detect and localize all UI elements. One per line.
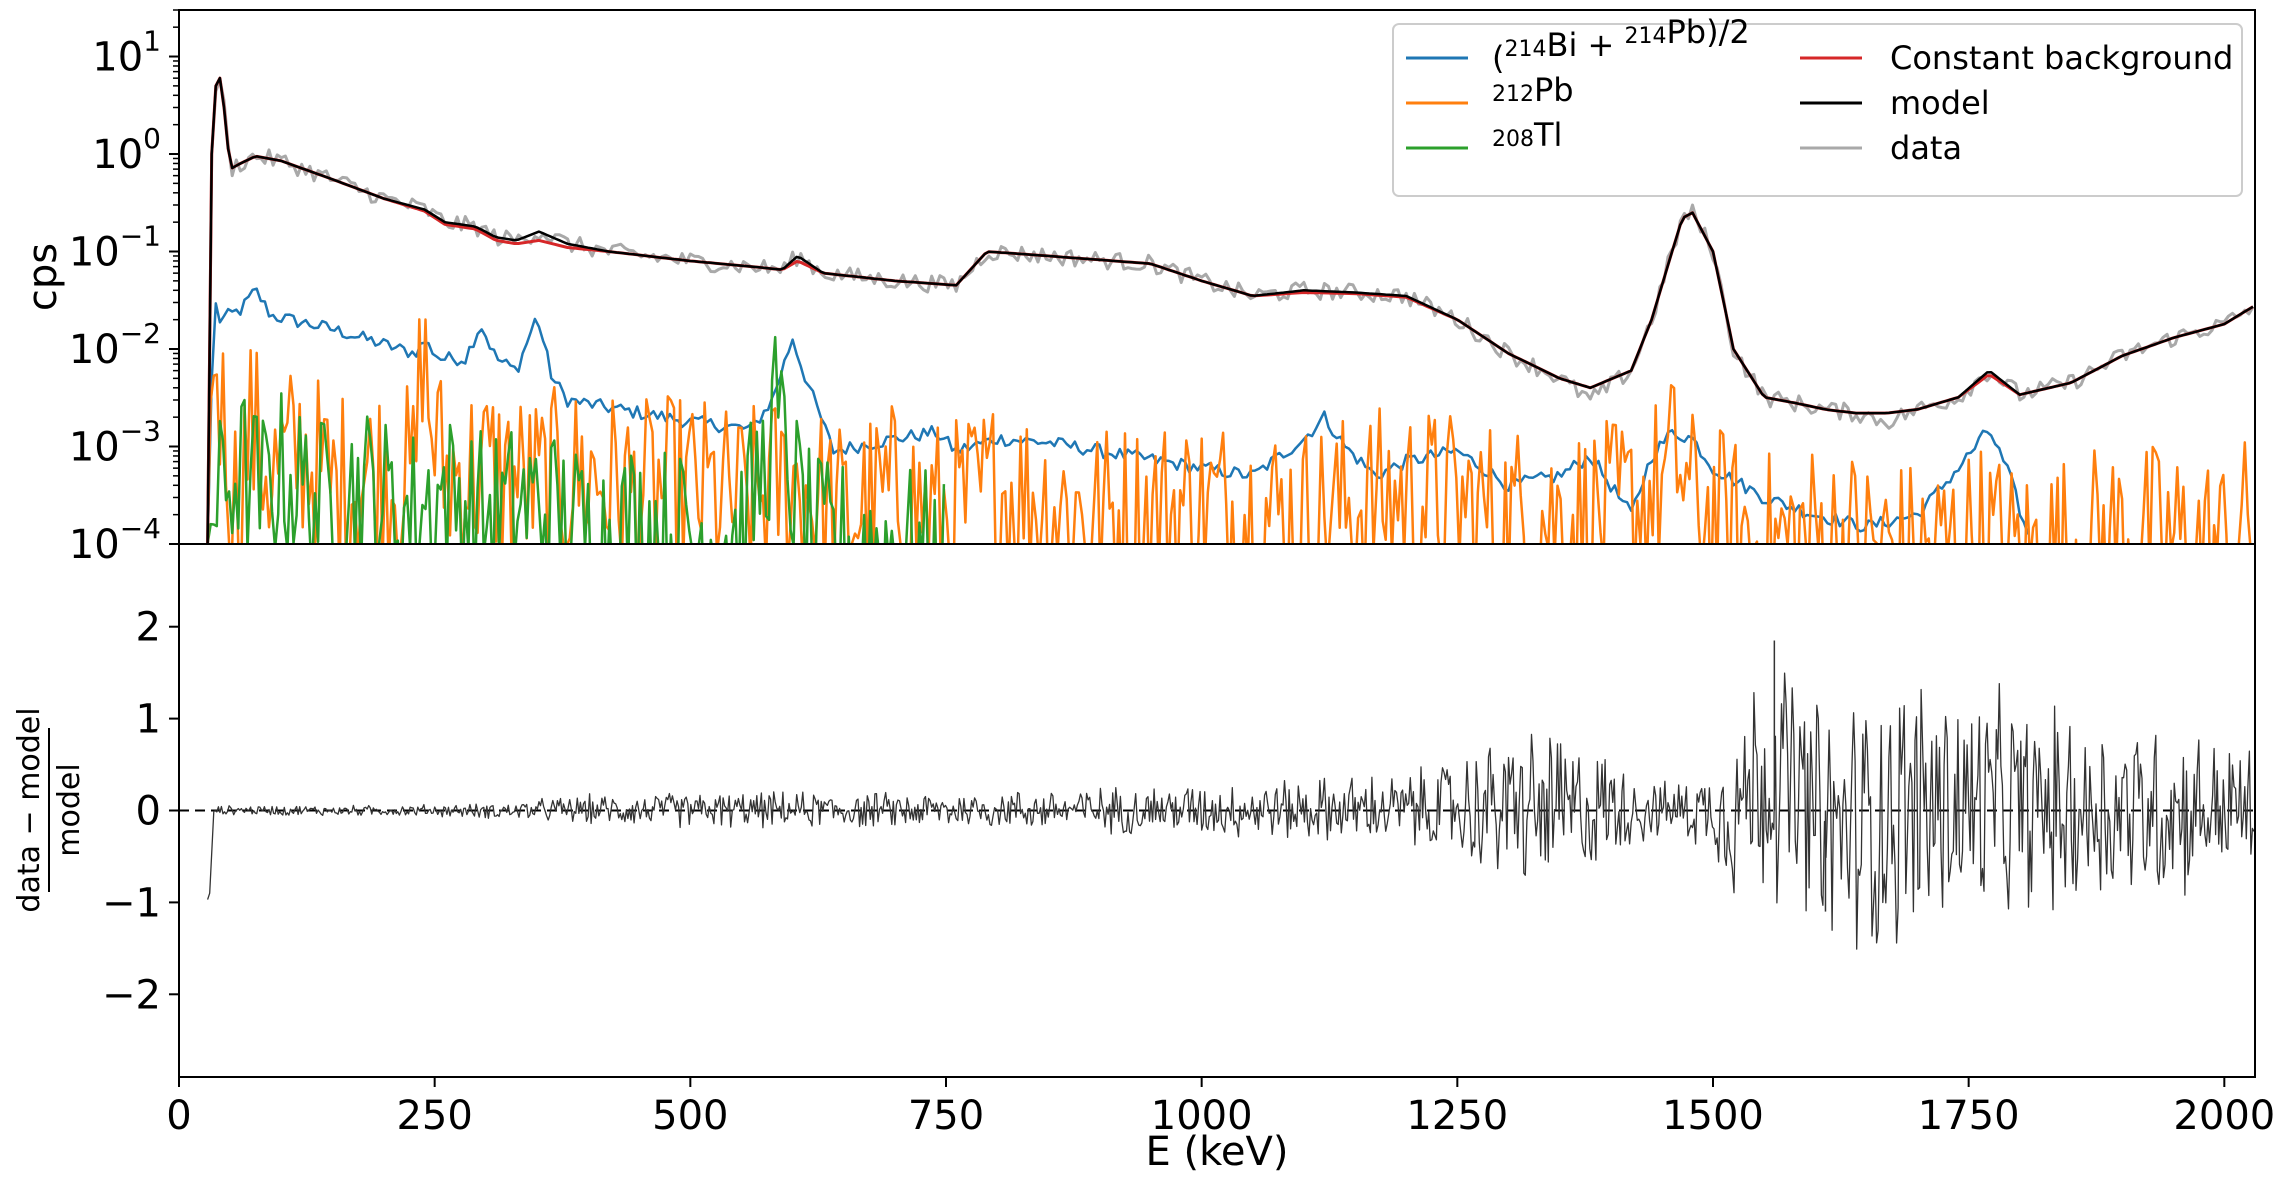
- residual-series-group: [179, 640, 2255, 950]
- legend-box: [1392, 23, 2243, 197]
- residual-x-ticks: 0 250 500 750 1000 1250 1500 1750 2000: [166, 1077, 2275, 1139]
- y-tick-base: 10: [69, 522, 120, 568]
- legend-label-tl208: 208Tl: [1492, 116, 1562, 154]
- y-tick-exponent: −2: [120, 317, 161, 350]
- series-line-model: [206, 76, 2254, 544]
- x-tick-label: 1000: [1151, 1093, 1253, 1139]
- x-tick-label: 0: [166, 1093, 191, 1139]
- y-tick-base: 10: [69, 327, 120, 373]
- y-tick-exponent: −3: [120, 415, 161, 448]
- x-tick-label: 1500: [1662, 1093, 1764, 1139]
- y-tick-base: 10: [92, 35, 143, 81]
- y-tick-label: 10−3: [69, 415, 161, 471]
- x-tick-label: 2000: [2173, 1093, 2275, 1139]
- y-tick-exponent: 1: [143, 25, 161, 58]
- series-line-residual: [206, 672, 2255, 950]
- residual-y-tick-label: −2: [102, 972, 161, 1018]
- legend-label-pb212: 212Pb: [1492, 71, 1574, 109]
- legend-label-bi214: (214Bi + 214Pb)/2: [1492, 13, 1750, 77]
- spectrum-series-group: [206, 76, 2255, 544]
- y-tick-label: 10−2: [69, 317, 161, 373]
- y-tick-exponent: −1: [120, 220, 161, 253]
- y-tick-base: 10: [69, 230, 120, 276]
- legend-label-model: model: [1890, 84, 1990, 122]
- series-line-208tl: [206, 335, 946, 544]
- y-tick-base: 10: [69, 425, 120, 471]
- series-line-212pb: [206, 318, 2252, 544]
- residual-y-tick-label: −1: [102, 880, 161, 926]
- y-tick-label: 100: [92, 122, 161, 178]
- residual-y-label-numerator: data − model: [12, 707, 47, 912]
- y-tick-exponent: −4: [120, 512, 161, 545]
- residual-y-tick-label: 2: [136, 605, 161, 651]
- y-tick-base: 10: [92, 132, 143, 178]
- y-tick-label: 10−1: [69, 220, 161, 276]
- y-tick-exponent: 0: [143, 122, 161, 155]
- y-tick-label: 10−4: [69, 512, 161, 568]
- residual-y-axis-label: data − model model: [12, 707, 87, 912]
- residual-y-label-denominator: model: [52, 763, 87, 856]
- x-axis-label: E (keV): [1146, 1129, 1289, 1175]
- residual-y-tick-label: 1: [136, 697, 161, 743]
- legend-label-const: Constant background: [1890, 39, 2233, 77]
- y-tick-label: 101: [92, 25, 161, 81]
- x-tick-label: 250: [396, 1093, 472, 1139]
- residual-axes-frame: [178, 543, 2256, 1078]
- x-tick-label: 1250: [1406, 1093, 1508, 1139]
- spectrum-y-axis-label: cps: [20, 243, 66, 311]
- residual-y-ticks: −2 −1 0 1 2: [102, 605, 179, 1018]
- x-tick-label: 1750: [1918, 1093, 2020, 1139]
- residual-y-tick-label: 0: [136, 789, 161, 835]
- residual-panel: −2 −1 0 1 2 0 250 500 750 1000 1250 1500 1750 2000 d…: [12, 605, 2275, 1175]
- x-tick-label: 750: [908, 1093, 984, 1139]
- legend-label-data: data: [1890, 129, 1962, 167]
- x-tick-label: 500: [652, 1093, 728, 1139]
